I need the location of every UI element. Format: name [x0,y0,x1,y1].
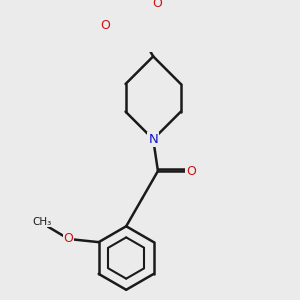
Text: O: O [100,19,110,32]
Text: N: N [148,133,158,146]
Text: O: O [186,164,196,178]
Text: O: O [64,232,74,245]
Text: O: O [152,0,162,11]
Text: CH₃: CH₃ [32,217,51,226]
